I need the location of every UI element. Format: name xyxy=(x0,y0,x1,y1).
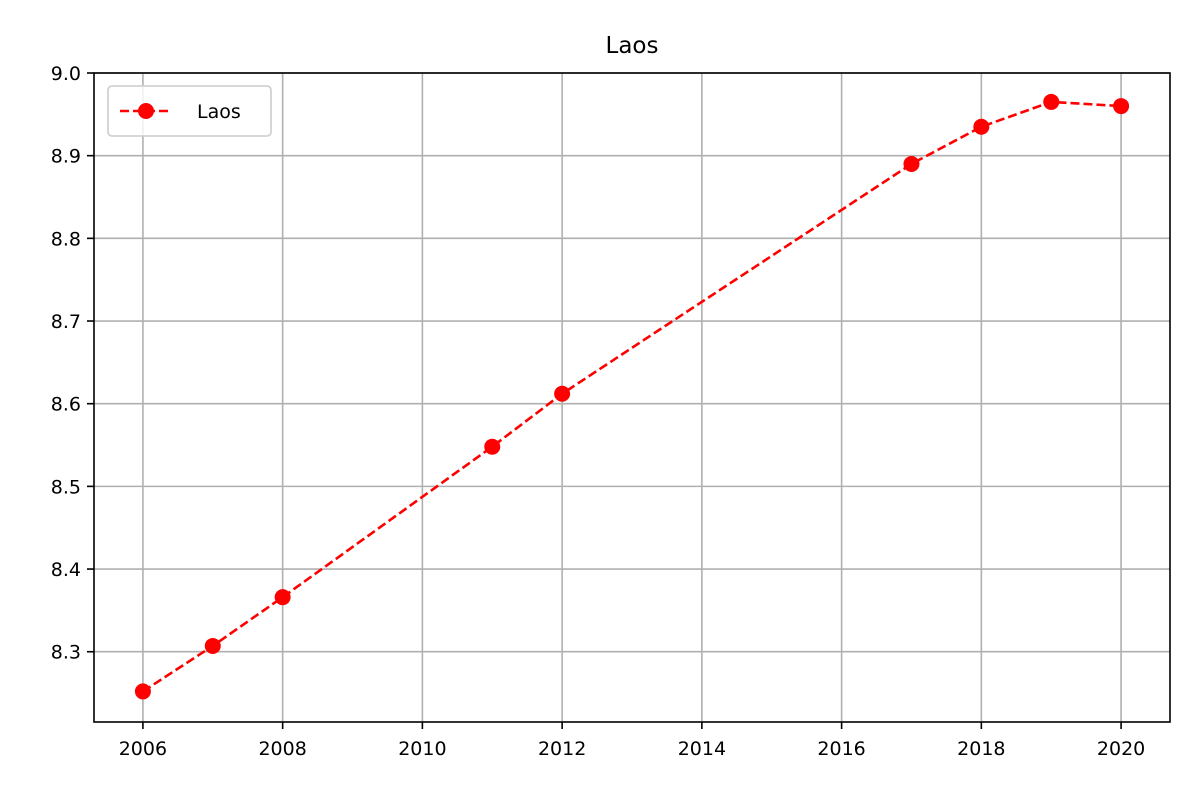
x-tick-label: 2016 xyxy=(817,738,865,760)
x-tick-label: 2018 xyxy=(957,738,1005,760)
x-tick-label: 2010 xyxy=(398,738,446,760)
data-point xyxy=(1113,98,1130,115)
legend: Laos xyxy=(107,85,272,137)
y-tick-label: 8.5 xyxy=(51,476,81,498)
data-point xyxy=(274,589,291,606)
y-tick-label: 8.3 xyxy=(51,642,81,664)
legend-label: Laos xyxy=(197,101,241,123)
data-point xyxy=(903,155,920,172)
data-point xyxy=(484,438,501,455)
y-tick-label: 8.9 xyxy=(51,146,81,168)
series-line xyxy=(142,100,1122,693)
x-tick-label: 2012 xyxy=(538,738,586,760)
y-tick-label: 8.7 xyxy=(51,311,81,333)
y-tick-label: 9.0 xyxy=(51,63,81,85)
ticks: 2006 2008 2010 2012 2014 2016 2018 2020 8.3 8.4 8.… xyxy=(51,63,1145,760)
x-tick-label: 2006 xyxy=(119,738,167,760)
x-tick-label: 2008 xyxy=(258,738,306,760)
data-point xyxy=(554,385,571,402)
y-tick-label: 8.4 xyxy=(51,559,81,581)
x-tick-label: 2014 xyxy=(678,738,726,760)
grid xyxy=(94,72,1170,722)
y-tick-label: 8.6 xyxy=(51,394,81,416)
data-point xyxy=(973,118,990,135)
legend-marker-sample xyxy=(138,103,154,119)
series-layer xyxy=(134,93,1130,700)
data-point xyxy=(134,683,151,700)
y-tick-label: 8.8 xyxy=(51,228,81,250)
plot-frame xyxy=(93,72,1171,723)
x-tick-label: 2020 xyxy=(1097,738,1145,760)
data-point xyxy=(1043,93,1060,110)
chart-title: Laos xyxy=(606,33,659,59)
data-point xyxy=(204,637,221,654)
legend-box xyxy=(107,85,272,137)
